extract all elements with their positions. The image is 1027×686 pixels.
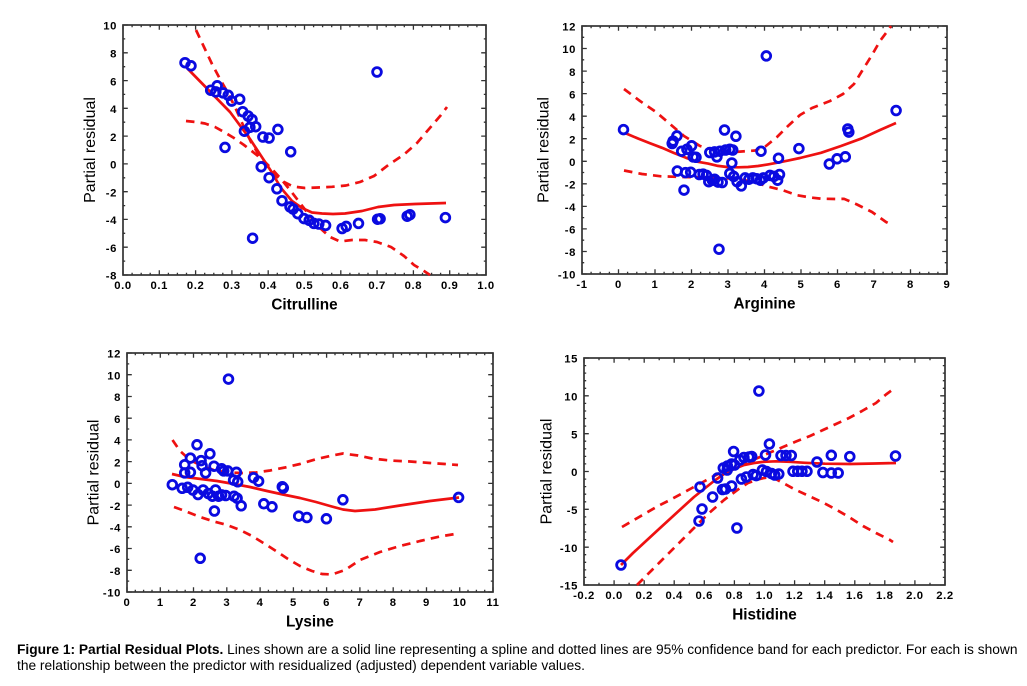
svg-text:Partial residual: Partial residual bbox=[82, 97, 99, 203]
svg-text:-8: -8 bbox=[110, 566, 121, 578]
svg-text:10: 10 bbox=[564, 392, 578, 404]
svg-text:6: 6 bbox=[569, 89, 576, 101]
svg-text:6: 6 bbox=[834, 279, 841, 291]
svg-text:0.1: 0.1 bbox=[151, 280, 169, 292]
svg-text:Arginine: Arginine bbox=[733, 296, 795, 313]
svg-text:9: 9 bbox=[423, 597, 430, 609]
svg-text:5: 5 bbox=[571, 429, 578, 441]
svg-text:0.6: 0.6 bbox=[332, 280, 350, 292]
svg-text:-5: -5 bbox=[567, 505, 578, 517]
svg-text:2: 2 bbox=[190, 597, 197, 609]
svg-text:4: 4 bbox=[257, 597, 264, 609]
svg-text:1.0: 1.0 bbox=[477, 280, 495, 292]
svg-text:0.7: 0.7 bbox=[368, 280, 386, 292]
svg-text:4: 4 bbox=[761, 279, 768, 291]
svg-text:2.2: 2.2 bbox=[936, 590, 954, 602]
svg-text:0.9: 0.9 bbox=[441, 280, 459, 292]
svg-text:7: 7 bbox=[356, 597, 363, 609]
svg-text:-8: -8 bbox=[106, 271, 117, 283]
svg-text:-10: -10 bbox=[103, 588, 121, 600]
svg-text:2: 2 bbox=[569, 134, 576, 146]
svg-text:2: 2 bbox=[114, 457, 121, 469]
svg-text:-4: -4 bbox=[565, 202, 576, 214]
svg-text:9: 9 bbox=[944, 279, 951, 291]
svg-text:-10: -10 bbox=[560, 543, 578, 555]
svg-text:0.8: 0.8 bbox=[726, 590, 744, 602]
svg-text:12: 12 bbox=[107, 349, 121, 361]
svg-text:-6: -6 bbox=[110, 544, 121, 556]
svg-text:2.0: 2.0 bbox=[906, 590, 924, 602]
svg-text:4: 4 bbox=[110, 104, 117, 116]
svg-text:8: 8 bbox=[390, 597, 397, 609]
svg-text:0: 0 bbox=[615, 279, 622, 291]
svg-text:2: 2 bbox=[110, 132, 117, 144]
svg-text:10: 10 bbox=[103, 21, 117, 33]
svg-text:5: 5 bbox=[290, 597, 297, 609]
svg-text:6: 6 bbox=[110, 76, 117, 88]
svg-text:Citrulline: Citrulline bbox=[271, 297, 337, 314]
svg-text:10: 10 bbox=[107, 370, 121, 382]
svg-text:0.6: 0.6 bbox=[696, 590, 714, 602]
svg-text:11: 11 bbox=[486, 597, 499, 609]
svg-text:Partial residual: Partial residual bbox=[536, 97, 553, 203]
svg-text:8: 8 bbox=[114, 392, 121, 404]
svg-text:0.8: 0.8 bbox=[405, 280, 423, 292]
svg-text:12: 12 bbox=[562, 22, 576, 34]
svg-text:2: 2 bbox=[688, 279, 695, 291]
svg-text:8: 8 bbox=[907, 279, 914, 291]
svg-text:Lysine: Lysine bbox=[286, 614, 334, 631]
svg-text:Histidine: Histidine bbox=[732, 607, 797, 624]
svg-text:-0.2: -0.2 bbox=[573, 590, 595, 602]
svg-text:0.3: 0.3 bbox=[223, 280, 241, 292]
svg-text:10: 10 bbox=[453, 597, 467, 609]
svg-text:6: 6 bbox=[323, 597, 330, 609]
svg-text:-2: -2 bbox=[106, 187, 117, 199]
svg-text:0.2: 0.2 bbox=[187, 280, 205, 292]
svg-text:1.6: 1.6 bbox=[846, 590, 864, 602]
svg-text:-1: -1 bbox=[576, 279, 587, 291]
svg-text:0.0: 0.0 bbox=[114, 280, 132, 292]
svg-text:1.4: 1.4 bbox=[816, 590, 834, 602]
svg-text:1.8: 1.8 bbox=[876, 590, 894, 602]
svg-text:15: 15 bbox=[564, 354, 578, 366]
svg-text:7: 7 bbox=[871, 279, 878, 291]
svg-text:1: 1 bbox=[157, 597, 164, 609]
svg-text:8: 8 bbox=[110, 49, 117, 61]
svg-text:0: 0 bbox=[110, 160, 117, 172]
svg-text:Partial residual: Partial residual bbox=[86, 420, 103, 526]
svg-text:-6: -6 bbox=[106, 243, 117, 255]
svg-text:0.5: 0.5 bbox=[296, 280, 314, 292]
svg-text:1: 1 bbox=[652, 279, 659, 291]
svg-text:0.4: 0.4 bbox=[259, 280, 277, 292]
svg-text:10: 10 bbox=[562, 44, 576, 56]
svg-text:-6: -6 bbox=[565, 225, 576, 237]
svg-text:-15: -15 bbox=[560, 581, 578, 593]
svg-text:0: 0 bbox=[114, 479, 121, 491]
svg-text:3: 3 bbox=[725, 279, 732, 291]
svg-text:0.0: 0.0 bbox=[605, 590, 623, 602]
svg-text:8: 8 bbox=[569, 67, 576, 79]
svg-text:-2: -2 bbox=[565, 180, 576, 192]
svg-text:4: 4 bbox=[569, 112, 576, 124]
svg-text:-8: -8 bbox=[565, 247, 576, 259]
svg-text:3: 3 bbox=[223, 597, 230, 609]
svg-text:-2: -2 bbox=[110, 501, 121, 513]
svg-text:0.2: 0.2 bbox=[635, 590, 653, 602]
svg-text:0.4: 0.4 bbox=[665, 590, 683, 602]
svg-text:4: 4 bbox=[114, 436, 121, 448]
svg-text:0: 0 bbox=[569, 157, 576, 169]
svg-text:-10: -10 bbox=[558, 270, 576, 282]
svg-text:Partial residual: Partial residual bbox=[539, 419, 556, 525]
svg-text:-4: -4 bbox=[106, 215, 117, 227]
svg-text:0: 0 bbox=[124, 597, 131, 609]
svg-text:5: 5 bbox=[798, 279, 805, 291]
svg-text:-4: -4 bbox=[110, 523, 121, 535]
svg-text:6: 6 bbox=[114, 414, 121, 426]
svg-text:0: 0 bbox=[571, 467, 578, 479]
svg-text:1.0: 1.0 bbox=[756, 590, 774, 602]
svg-text:1.2: 1.2 bbox=[786, 590, 804, 602]
